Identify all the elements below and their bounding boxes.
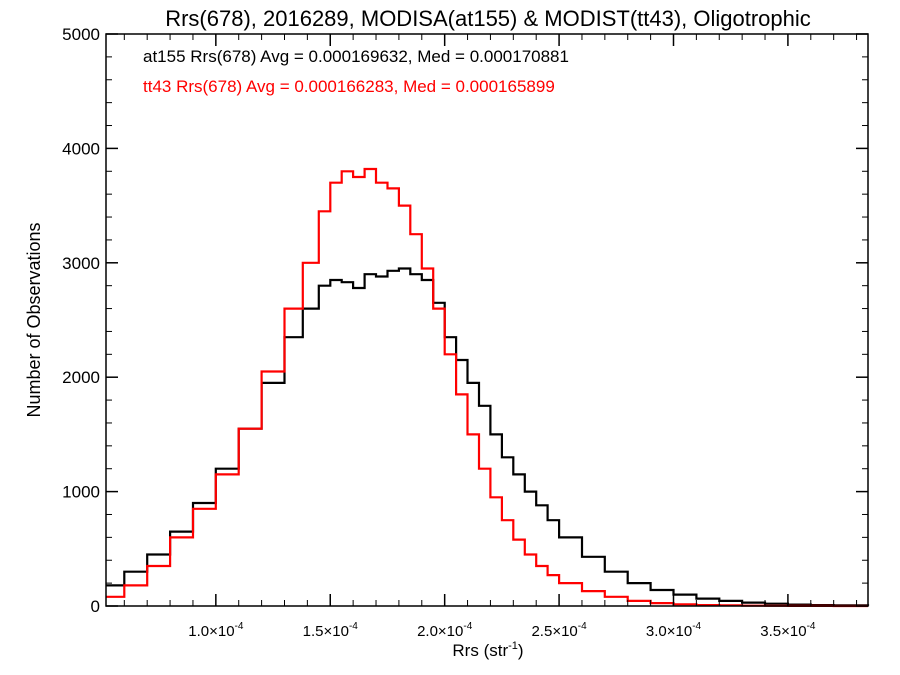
x-tick-label: 3.0×10-4 [646, 621, 702, 640]
x-axis-label-text: Rrs (str [452, 641, 508, 660]
series-group [106, 167, 870, 608]
x-tick-label: 2.0×10-4 [417, 621, 473, 640]
series-line-1 [106, 167, 868, 608]
series-line-0 [106, 267, 870, 607]
x-tick-label: 1.0×10-4 [188, 621, 244, 640]
y-tick-label: 4000 [62, 139, 100, 158]
y-tick-label: 0 [91, 597, 100, 616]
y-axis-label: Number of Observations [24, 222, 44, 417]
y-tick-label: 2000 [62, 368, 100, 387]
y-tick-label: 1000 [62, 483, 100, 502]
ticks-group: 0 1000 2000 3000 4000 5000 1.0×10-4 1.5×10-4 2.0… [62, 25, 868, 640]
x-axis-label-close: ) [518, 641, 524, 660]
x-tick-label: 1.5×10-4 [303, 621, 359, 640]
x-tick-label: 3.5×10-4 [760, 621, 816, 640]
chart-title: Rrs(678), 2016289, MODISA(at155) & MODIS… [165, 6, 811, 31]
legend-entry-0: at155 Rrs(678) Avg = 0.000169632, Med = … [143, 47, 569, 66]
plot-frame [105, 33, 869, 607]
legend: at155 Rrs(678) Avg = 0.000169632, Med = … [143, 47, 569, 96]
y-tick-label: 5000 [62, 25, 100, 44]
x-axis-label: Rrs (str-1) [452, 640, 523, 660]
x-axis-label-sup: -1 [508, 640, 518, 652]
y-tick-label: 3000 [62, 254, 100, 273]
x-tick-label: 2.5×10-4 [531, 621, 587, 640]
legend-entry-1: tt43 Rrs(678) Avg = 0.000166283, Med = 0… [143, 77, 555, 96]
